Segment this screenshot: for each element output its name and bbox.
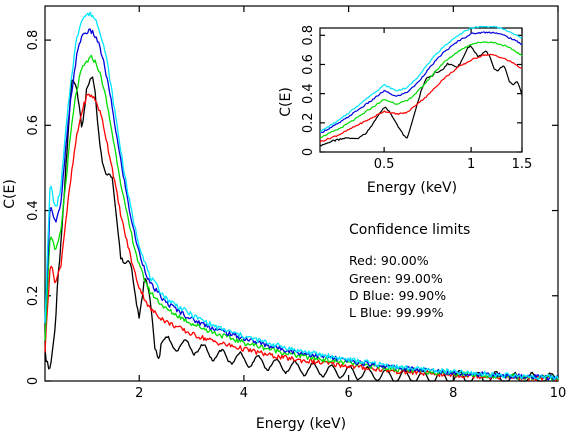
main-x-axis-label: Energy (keV) — [256, 416, 346, 432]
legend-entry-red: Red: 90.00% — [349, 253, 429, 268]
inset-y-tick-label: 0 — [301, 148, 316, 156]
main-x-tick-label: 10 — [550, 386, 567, 401]
legend-entry-light-blue: L Blue: 99.99% — [349, 305, 444, 320]
main-x-tick-label: 6 — [344, 386, 352, 401]
inset-y-tick-label: 0.6 — [301, 54, 316, 75]
legend-title: Confidence limits — [349, 222, 470, 238]
inset-x-axis-label: Energy (keV) — [367, 180, 457, 196]
main-y-tick-label: 0.2 — [26, 285, 41, 306]
inset-series-line-3 — [319, 31, 523, 134]
main-plot-series — [44, 11, 559, 382]
inset-y-tick-label: 0.4 — [301, 83, 316, 104]
main-x-tick-label: 2 — [135, 386, 143, 401]
main-x-tick-label: 4 — [240, 386, 248, 401]
inset-axis-ticks: 0.5 1 1.5 0 0.2 0.4 0.6 0.8 — [301, 25, 532, 172]
main-y-tick-label: 0.8 — [26, 30, 41, 51]
inset-series-line-1 — [319, 53, 523, 143]
inset-x-tick-label: 1 — [467, 157, 475, 172]
inset-x-tick-label: 0.5 — [374, 157, 395, 172]
inset-y-tick-label: 0.8 — [301, 25, 316, 46]
inset-series-line-2 — [319, 41, 523, 139]
main-series-line-2 — [44, 54, 559, 381]
main-y-tick-label: 0 — [26, 377, 41, 385]
main-plot-frame — [44, 5, 559, 382]
inset-y-tick-label: 0.2 — [301, 112, 316, 133]
inset-series-line-4 — [319, 25, 523, 133]
inset-plot-series — [319, 25, 523, 147]
inset-x-tick-label: 1.5 — [512, 157, 533, 172]
main-y-tick-label: 0.6 — [26, 115, 41, 136]
main-y-tick-label: 0.4 — [26, 200, 41, 221]
main-x-tick-label: 8 — [449, 386, 457, 401]
main-series-line-0 — [44, 76, 558, 382]
legend: Confidence limits Red: 90.00% Green: 99.… — [349, 222, 470, 320]
inset-y-axis-label: C(E) — [278, 87, 294, 117]
legend-entry-green: Green: 99.00% — [349, 271, 443, 286]
legend-entry-dark-blue: D Blue: 99.90% — [349, 288, 446, 303]
main-y-axis-label: C(E) — [2, 179, 18, 209]
main-series-line-4 — [44, 11, 559, 381]
